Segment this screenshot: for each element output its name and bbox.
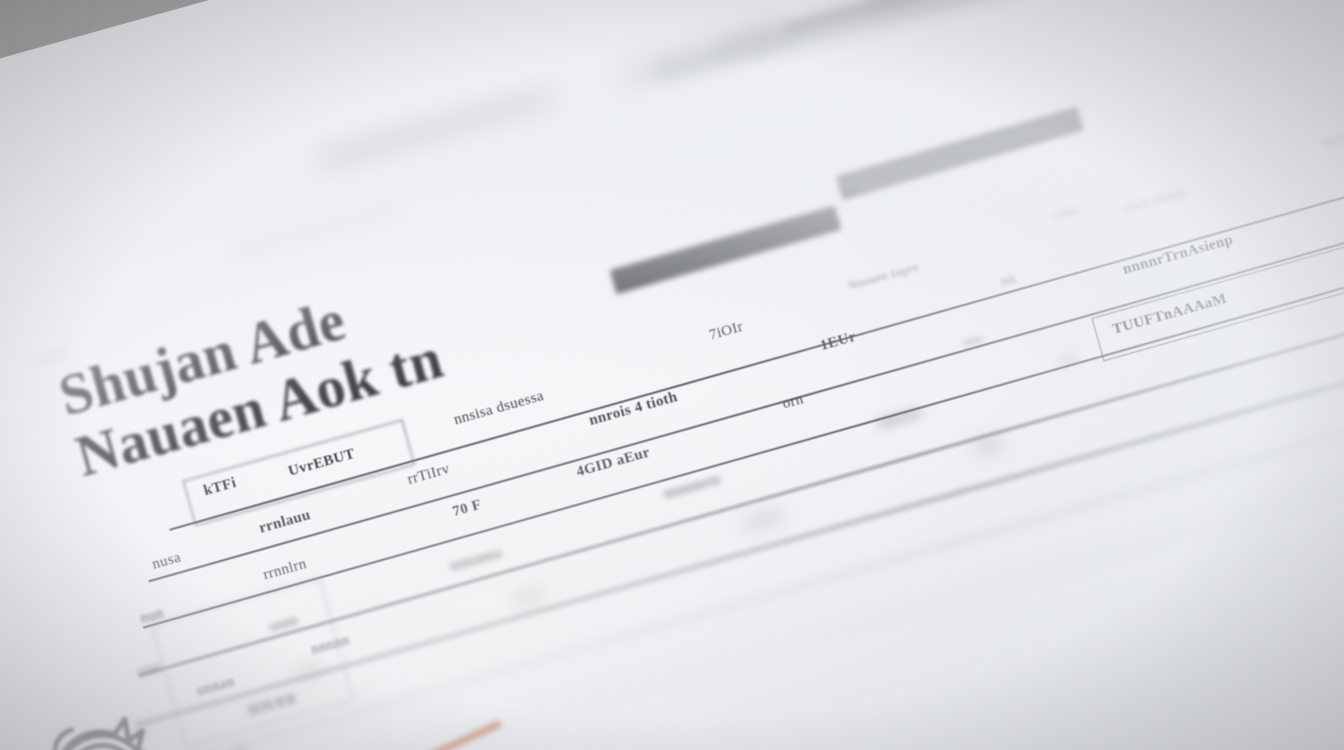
photo-canvas: ruonu nnnntrrnnrnnrrnnin — [0, 0, 1344, 750]
paper-sheet: ruonu nnnntrrnnrnnrrnnin — [0, 0, 1344, 750]
paper-lighting-gradient — [0, 0, 1344, 750]
